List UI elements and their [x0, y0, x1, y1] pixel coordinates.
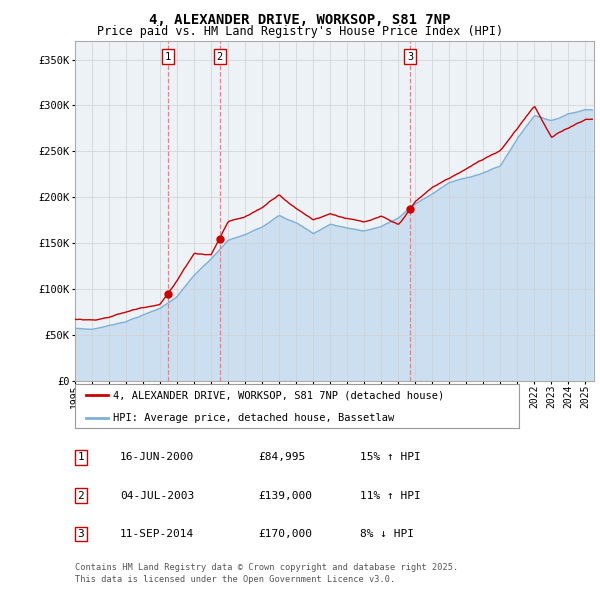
Text: Contains HM Land Registry data © Crown copyright and database right 2025.: Contains HM Land Registry data © Crown c…	[75, 563, 458, 572]
Text: 04-JUL-2003: 04-JUL-2003	[120, 491, 194, 500]
Text: 4, ALEXANDER DRIVE, WORKSOP, S81 7NP: 4, ALEXANDER DRIVE, WORKSOP, S81 7NP	[149, 13, 451, 27]
Text: 3: 3	[77, 529, 85, 539]
Text: 8% ↓ HPI: 8% ↓ HPI	[360, 529, 414, 539]
Text: £139,000: £139,000	[258, 491, 312, 500]
Text: 11-SEP-2014: 11-SEP-2014	[120, 529, 194, 539]
Text: 1: 1	[165, 51, 171, 61]
Text: HPI: Average price, detached house, Bassetlaw: HPI: Average price, detached house, Bass…	[113, 412, 394, 422]
Text: 15% ↑ HPI: 15% ↑ HPI	[360, 453, 421, 462]
Text: 3: 3	[407, 51, 413, 61]
Text: This data is licensed under the Open Government Licence v3.0.: This data is licensed under the Open Gov…	[75, 575, 395, 584]
Text: Price paid vs. HM Land Registry's House Price Index (HPI): Price paid vs. HM Land Registry's House …	[97, 25, 503, 38]
Text: 2: 2	[77, 491, 85, 500]
Text: 11% ↑ HPI: 11% ↑ HPI	[360, 491, 421, 500]
Text: £170,000: £170,000	[258, 529, 312, 539]
Text: 4, ALEXANDER DRIVE, WORKSOP, S81 7NP (detached house): 4, ALEXANDER DRIVE, WORKSOP, S81 7NP (de…	[113, 391, 444, 401]
Text: £84,995: £84,995	[258, 453, 305, 462]
Text: 16-JUN-2000: 16-JUN-2000	[120, 453, 194, 462]
Text: 1: 1	[77, 453, 85, 462]
Text: 2: 2	[217, 51, 223, 61]
